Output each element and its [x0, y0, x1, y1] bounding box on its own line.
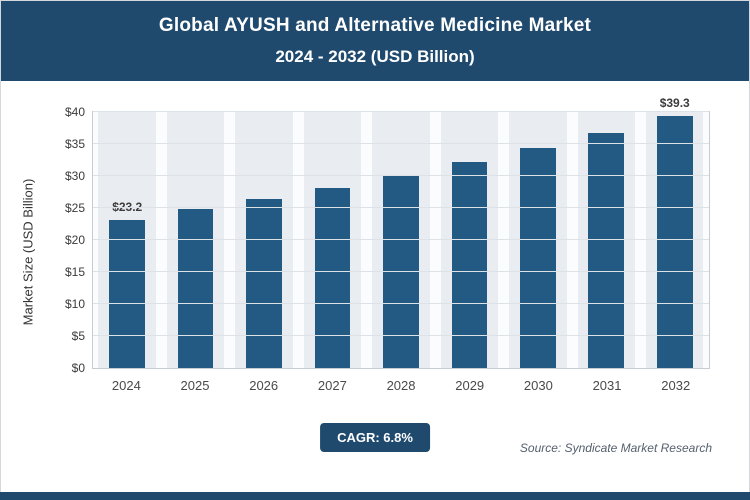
bar — [109, 219, 146, 368]
y-tick-label: $30 — [64, 169, 85, 183]
y-axis-title-box: Market Size (USD Billion) — [16, 111, 40, 393]
x-tick-label: 2026 — [249, 378, 279, 393]
bar — [588, 133, 625, 368]
x-tick-label: 2027 — [317, 378, 347, 393]
bar-data-label: $39.3 — [659, 96, 690, 111]
bar — [314, 187, 351, 368]
bar-data-label: $23.2 — [112, 199, 143, 214]
x-tick-label: 2025 — [180, 378, 210, 393]
bottom-accent-strip — [0, 492, 750, 500]
category-column — [504, 112, 572, 368]
y-tick-label: $25 — [64, 201, 85, 215]
x-tick-label: 2030 — [523, 378, 553, 393]
bar — [383, 175, 419, 368]
y-tick-label: $20 — [64, 233, 85, 247]
bar-chart: Market Size (USD Billion) $23.2 $39.3 $0 $… — [16, 96, 710, 393]
y-tick-label: $35 — [64, 137, 85, 151]
x-tick-label: 2031 — [592, 378, 622, 393]
bar — [177, 209, 214, 368]
y-tick-label: $5 — [71, 329, 85, 343]
category-column: $23.2 — [93, 112, 161, 368]
category-column — [367, 112, 435, 368]
x-tick-label: 2029 — [455, 378, 485, 393]
plot-area: $23.2 $39.3 $0 $5 $10 $15 $20 $25 $30 $35 $40 — [65, 96, 710, 375]
category-column — [161, 112, 229, 368]
chart-title-line2: 2024 - 2032 (USD Billion) — [275, 47, 475, 66]
chart-header: Global AYUSH and Alternative Medicine Ma… — [0, 0, 750, 81]
chart-column: $23.2 $39.3 $0 $5 $10 $15 $20 $25 $30 $35 $40 202… — [40, 96, 710, 393]
chart-footer: CAGR: 6.8% Source: Syndicate Market Rese… — [0, 423, 750, 457]
x-axis-labels: 2024 2025 2026 2027 2028 2029 2030 2031 2032 — [92, 369, 710, 393]
bar — [246, 199, 282, 368]
category-column: $39.3 — [641, 96, 709, 368]
bar — [656, 116, 693, 368]
x-tick-label: 2032 — [661, 378, 691, 393]
source-text: Source: Syndicate Market Research — [519, 441, 712, 455]
y-axis-title: Market Size (USD Billion) — [20, 178, 36, 326]
y-tick-label: $0 — [71, 361, 85, 375]
bar — [520, 147, 556, 368]
category-column — [435, 112, 503, 368]
x-tick-label: 2028 — [386, 378, 416, 393]
columns: $23.2 $39.3 — [93, 96, 709, 368]
category-column — [298, 112, 366, 368]
category-column — [230, 112, 298, 368]
y-tick-label: $40 — [64, 105, 85, 119]
bar — [451, 161, 488, 368]
y-tick-label: $10 — [64, 297, 85, 311]
cagr-badge: CAGR: 6.8% — [320, 423, 430, 452]
chart-title-line1: Global AYUSH and Alternative Medicine Ma… — [158, 15, 592, 36]
x-tick-label: 2024 — [111, 378, 141, 393]
y-tick-label: $15 — [64, 265, 85, 279]
category-column — [572, 112, 640, 368]
